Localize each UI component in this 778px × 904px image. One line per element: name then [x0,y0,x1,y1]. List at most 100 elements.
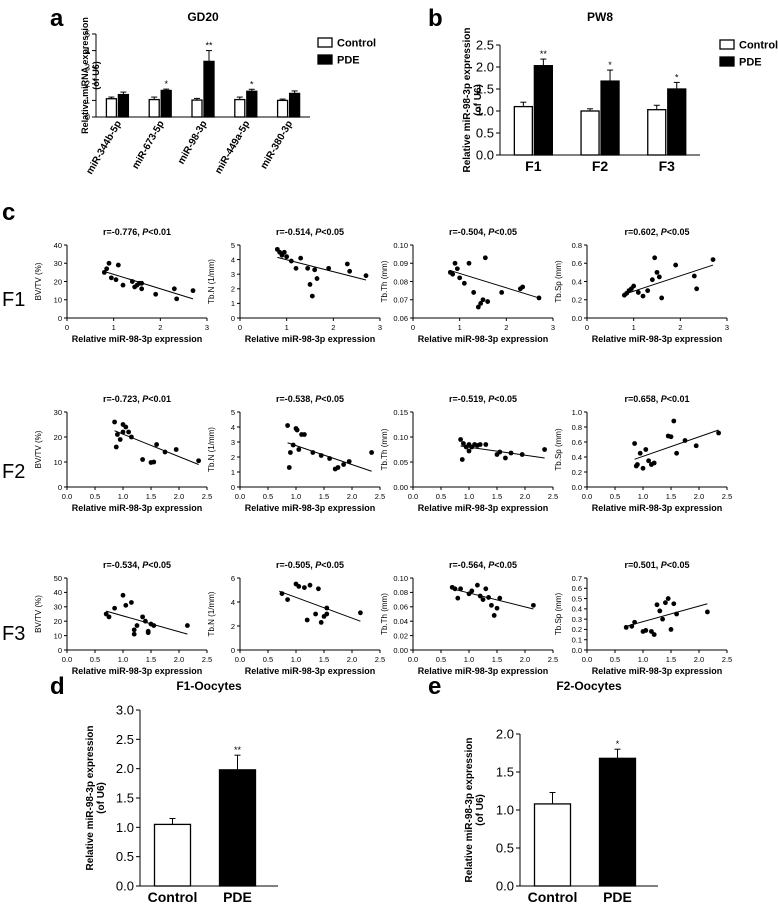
data-point-9 [483,586,489,592]
x-tick-label: 0.5 [263,492,273,501]
data-point-4 [284,254,290,260]
x-tick-label: 2.0 [347,655,357,664]
y-axis-label: Tb.Sp (mm) [554,428,563,471]
x-tick-label: 1.0 [291,655,301,664]
y-tick-label: 0.00 [393,483,408,492]
chart-c-F3-2: r=-0.505, P<0.05 0 2 4 6 0.0 0.5 1.0 1.5 2.0 2.5 Re… [207,560,385,676]
y-axis-label-line: Relative miRNA expression [80,17,90,134]
data-point-15 [694,286,700,292]
y-tick-label: 0.0 [572,646,582,655]
y-tick-label: 0.04 [393,617,408,626]
data-point-7 [654,602,660,608]
data-point-11 [489,602,494,608]
data-point-6 [123,424,129,430]
p-value: <0.01 [667,394,690,404]
bar-miR-98-3p-1 [203,60,215,118]
data-point-2 [112,605,117,611]
y-tick-label: 3.0 [116,703,134,718]
p-value: <0.05 [148,560,171,570]
chart-e: F2-Oocytes Relative miR-98-3p expression(… [464,679,658,904]
y-tick-label: 1 [231,299,235,308]
chart-c-F3-4: r=0.501, P<0.050.00.10.20.30.40.50.60.70… [554,560,732,676]
x-tick-label: 2.0 [174,492,184,501]
y-axis-label-line: (of U6) [473,84,484,116]
panel-label-a: a [50,5,64,32]
y-tick-label: 0.06 [393,314,408,323]
x-tick-label: F3 [659,158,676,174]
panel-label-d: d [50,673,65,700]
x-axis-label: Relative miR-98-3p expression [245,666,376,676]
data-point-2 [106,260,112,266]
correlation-annotation: r=-0.776, P<0.01 [103,227,171,237]
data-point-15 [716,430,721,436]
data-point-6 [475,582,480,588]
correlation-annotation: r=-0.505, P<0.05 [276,560,344,570]
y-tick-label: 0.4 [572,453,582,462]
data-point-6 [640,293,646,299]
data-point-1 [629,623,635,629]
data-point-7 [313,611,318,617]
x-tick-label: 1.0 [638,492,648,501]
data-point-3 [290,442,296,448]
p-symbol: P [315,227,322,237]
p-value: <0.05 [321,394,344,404]
y-axis-label: Tb.N (1/mm) [207,259,216,304]
significance-mark: ** [205,41,213,51]
data-point-13 [326,265,332,271]
p-symbol: P [488,394,495,404]
y-tick-label: 4 [231,598,235,607]
regression-line [114,430,199,465]
data-point-5 [129,600,134,605]
y-axis-label: Relative miR-98-3p expression(of U6) [462,27,484,172]
data-point-12 [139,286,145,292]
y-tick-label: 2.5 [476,38,494,53]
data-point-10 [668,434,674,440]
r-value: r=-0.504, [449,227,488,237]
y-tick-label: 0.8 [572,241,582,250]
row-label-f1: F1 [2,289,25,311]
data-point-8 [302,432,307,437]
p-symbol: P [661,394,668,404]
y-tick-label: 0.5 [476,126,494,141]
data-point-12 [314,276,320,281]
y-tick-label: 0.6 [572,438,582,447]
x-axis-label: Relative miR-98-3p expression [72,503,203,513]
p-value: <0.05 [494,394,517,404]
data-point-13 [358,610,363,616]
row-label-f2: F2 [2,461,25,483]
y-tick-label: 1 [231,468,235,477]
correlation-annotation: r=0.602, P<0.05 [624,227,689,237]
bar-F3-0 [647,109,667,156]
p-value: <0.05 [667,227,690,237]
bar-miR-344b-5p-1 [117,93,130,118]
data-point-15 [347,268,353,274]
data-point-8 [651,460,657,466]
x-tick-label: 2.5 [375,492,385,501]
x-axis-label: Relative miR-98-3p expression [72,334,203,344]
data-point-5 [304,617,310,623]
chart-b: PW8 Relative miR-98-3p expression(of U6) *… [462,10,778,174]
data-point-16 [536,295,542,301]
regression-line [452,588,534,610]
y-tick-label: 0.10 [393,433,408,442]
y-tick-label: 3 [85,62,90,72]
y-tick-label: 0.4 [572,605,582,614]
y-axis-label: Tb.Th (mm) [380,593,389,635]
data-point-11 [656,274,662,280]
regression-line [626,603,708,627]
data-point-8 [134,623,140,628]
data-point-5 [288,258,294,264]
correlation-annotation: r=-0.564, P<0.05 [449,560,517,570]
y-tick-label: 1.0 [476,104,494,119]
x-tick-label: 0.5 [436,655,446,664]
y-tick-label: 0.5 [572,594,582,603]
data-point-8 [475,304,481,310]
regression-line [460,445,545,459]
data-point-9 [140,457,146,462]
y-tick-label: 2.0 [476,60,494,75]
x-tick-label: 0 [585,323,589,332]
p-symbol: P [315,560,322,570]
data-point-15 [196,458,202,464]
